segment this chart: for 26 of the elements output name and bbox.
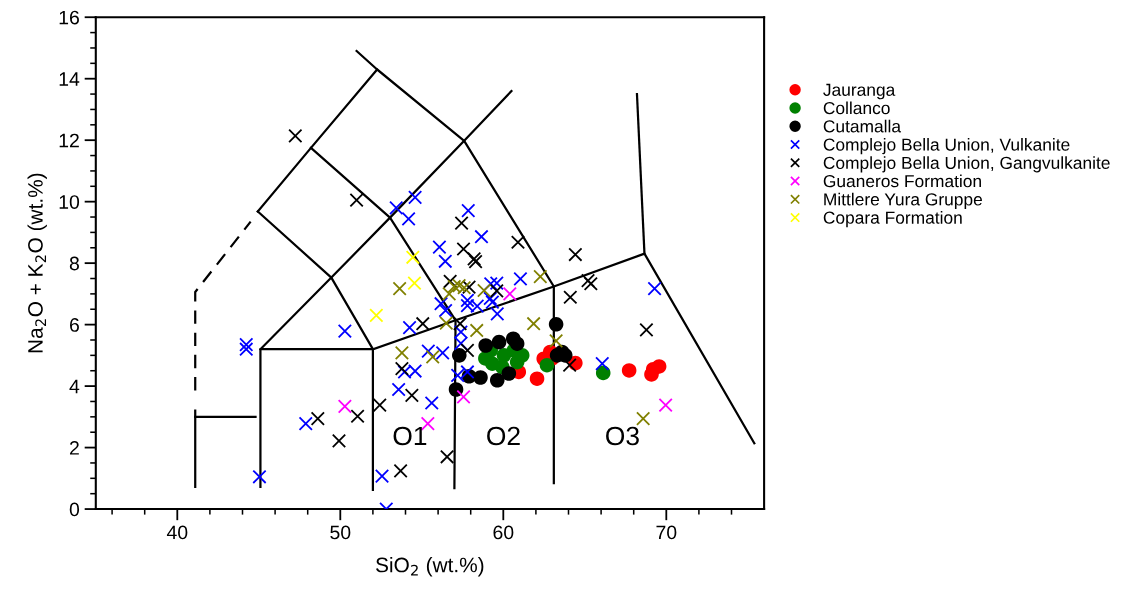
y-tick-label: 8 <box>69 256 79 271</box>
legend-label: Collanco <box>823 101 890 115</box>
y-tick-label: 6 <box>70 318 79 332</box>
legend-label: Complejo Bella Union, Gangvulkanite <box>823 156 1110 173</box>
x-tick-label: 70 <box>656 525 677 540</box>
y-axis-title: Na$_{2}$O + K$_{2}$O (wt.%) <box>27 173 47 353</box>
legend-label: Complejo Bella Union, Vulkanite <box>823 137 1070 155</box>
annotation: O3 <box>606 426 639 446</box>
legend-label: Guaneros Formation <box>823 174 981 188</box>
y-tick-label: 10 <box>59 195 80 209</box>
legend-label: Mittlere Yura Gruppe <box>824 192 982 209</box>
y-tick-label: 0 <box>69 502 80 517</box>
legend-label: Jauranga <box>823 83 896 100</box>
x-tick-label: 60 <box>493 525 514 540</box>
y-tick-label: 14 <box>59 72 80 86</box>
annotation: O1 <box>393 426 427 446</box>
y-tick-label: 4 <box>69 379 80 394</box>
legend-label: Copara Formation <box>823 211 962 228</box>
x-axis-title: SiO$_{2}$ (wt.%) <box>376 557 484 577</box>
y-tick-label: 2 <box>69 441 79 455</box>
annotation: O2 <box>487 426 520 446</box>
x-tick-label: 40 <box>166 525 188 540</box>
legend-label: Cutamalla <box>823 119 902 133</box>
y-tick-label: 12 <box>59 133 79 148</box>
x-tick-label: 50 <box>330 525 351 540</box>
y-tick-label: 16 <box>59 10 79 25</box>
